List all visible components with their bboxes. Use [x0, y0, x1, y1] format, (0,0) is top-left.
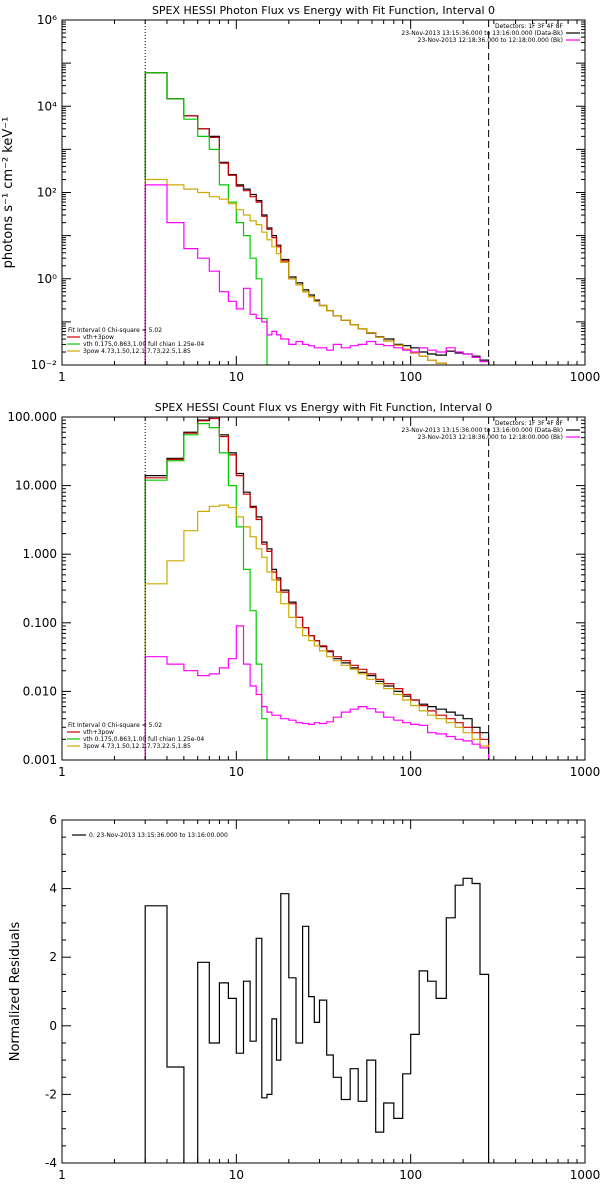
x-tick-label: 1 [58, 765, 66, 779]
series-group [144, 72, 490, 365]
legend-entry-label: 23-Nov-2013 13:15:36.000 to 13:16:00.000… [401, 30, 563, 37]
y-tick-label: 10⁶ [37, 13, 57, 27]
x-tick-label: 1000 [570, 1168, 600, 1182]
y-tick-label: -4 [45, 1156, 57, 1170]
y-tick-label: -2 [45, 1087, 57, 1101]
y-tick-label: 6 [49, 813, 57, 827]
legend-entry-label: vth+3pow [83, 334, 114, 341]
y-tick-label: 2 [49, 950, 57, 964]
y-tick-label: 10⁴ [37, 99, 57, 113]
legend-entry-label: 3pow 4.73,1.50,12.1,7.73,22.5,1.85 [83, 743, 191, 750]
y-tick-label: 4 [49, 882, 57, 896]
legend-entry-label: vth+3pow [83, 729, 114, 736]
chart-panel-1: SPEX HESSI Count Flux vs Energy with Fit… [7, 401, 600, 779]
legend-entry-label: Detectors: 1F 3F 4F 8F [495, 23, 564, 30]
legend-entry-label: 23-Nov-2013 12:18:36.000 to 12:18:00.000… [418, 434, 563, 441]
series-3-line [144, 178, 490, 365]
x-tick-label: 100 [399, 370, 422, 384]
y-tick-label: 10⁰ [37, 272, 57, 286]
y-tick-label: 100.000 [7, 410, 57, 424]
legend-entry-label: 23-Nov-2013 13:15:36.000 to 13:16:00.000… [401, 427, 563, 434]
legend-entry-label: vth 0.175,0.863,1.00 full chian 1.25e-04 [83, 341, 204, 348]
y-tick-label: 10² [37, 186, 57, 200]
y-axis-label: Normalized Residuals [8, 922, 23, 1062]
series-4-line [144, 184, 490, 365]
y-axis-label: photons s⁻¹ cm⁻² keV⁻¹ [1, 117, 16, 269]
legend-entry-label: 23-Nov-2013 12:18:36.000 to 12:18:00.000… [418, 37, 563, 44]
x-tick-label: 1 [58, 370, 66, 384]
y-tick-label: 1.000 [23, 547, 57, 561]
y-tick-label: 0.010 [23, 684, 57, 698]
y-tick-label: 0.100 [23, 616, 57, 630]
y-tick-label: 0 [49, 1019, 57, 1033]
x-tick-label: 10 [229, 370, 244, 384]
x-tick-label: 10 [229, 765, 244, 779]
legend-entry-label: 0. 23-Nov-2013 13:15:36.000 to 13:16:00.… [89, 832, 228, 839]
x-tick-label: 100 [399, 1168, 422, 1182]
series-group [144, 877, 490, 1163]
legend-entry-label: 3pow 4.73,1.50,12.1,7.73,22.5,1.85 [83, 348, 191, 355]
legend-entry-label: vth 0.175,0.863,1.00 full chian 1.25e-04 [83, 736, 204, 743]
x-tick-label: 100 [399, 765, 422, 779]
x-tick-label: 1000 [570, 765, 600, 779]
plot-frame [61, 416, 586, 761]
x-tick-label: 1000 [570, 370, 600, 384]
legend-entry-label: Fit Interval 0 Chi-square = 5.02 [68, 327, 162, 334]
chart-title: SPEX HESSI Count Flux vs Energy with Fit… [155, 401, 492, 414]
chart-title: SPEX HESSI Photon Flux vs Energy with Fi… [152, 4, 495, 17]
legend-entry-label: Detectors: 1F 3F 4F 8F [495, 420, 564, 427]
series-3-line [144, 504, 490, 760]
plot-frame [61, 19, 586, 366]
x-tick-label: 10 [229, 1168, 244, 1182]
series-0-line [144, 72, 490, 365]
series-group [144, 417, 490, 760]
series-4-line [144, 625, 490, 760]
y-tick-label: 0.001 [23, 753, 57, 767]
plot-frame [61, 819, 586, 1164]
series-1-line [144, 417, 490, 760]
series-1-line [144, 72, 490, 365]
series-2-line [144, 423, 273, 760]
chart-panel-2: 1 10 100 1000 -4 -2 0 2 4 6 Normalized Residuals 0.… [8, 813, 600, 1182]
legend-entry-label: Fit Interval 0 Chi-square = 5.02 [68, 722, 162, 729]
chart-panel-0: SPEX HESSI Photon Flux vs Energy with Fi… [1, 4, 600, 384]
y-tick-label: 10⁻² [31, 358, 58, 372]
x-tick-label: 1 [58, 1168, 66, 1182]
y-tick-label: 10.000 [15, 479, 57, 493]
series-0-line [144, 417, 490, 760]
series-0-line [144, 877, 490, 1163]
